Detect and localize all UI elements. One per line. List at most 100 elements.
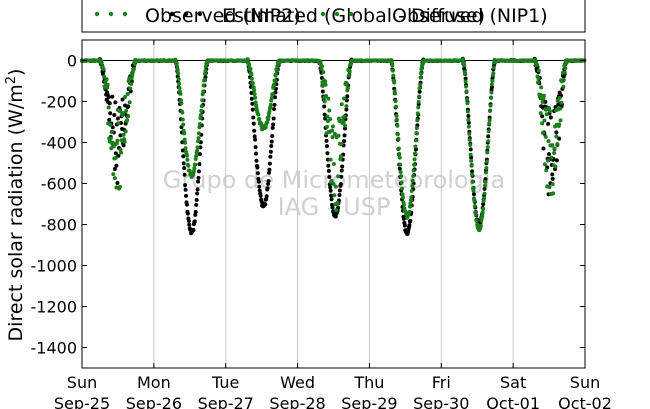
data-point [467,131,472,136]
data-point [191,169,196,174]
data-point [417,86,422,91]
data-point [536,68,541,73]
data-point [268,102,273,107]
data-point [184,202,189,207]
legend-marker [94,11,100,17]
data-point [113,155,118,160]
data-point [249,91,254,96]
data-point [462,63,467,68]
data-point [251,115,256,120]
data-point [546,121,551,126]
data-point [191,227,196,232]
data-point [245,57,250,62]
data-point [327,108,332,113]
data-point [125,91,130,96]
data-point [345,85,350,90]
data-points [80,56,587,236]
data-point [175,68,180,73]
data-point [337,193,342,198]
data-point [181,161,186,166]
data-point [330,205,335,210]
data-point [323,79,328,84]
data-point [470,172,475,177]
data-point [417,94,422,99]
data-point [125,118,130,123]
data-point [346,73,351,78]
data-point [121,111,126,116]
y-tick-label: 0 [67,52,77,71]
data-point [338,157,343,162]
y-tick-label: -800 [41,216,77,235]
data-point [401,216,406,221]
x-tick-label: Fri [432,373,451,392]
data-point [328,117,333,122]
data-point [550,172,555,177]
data-point [270,125,275,130]
data-point [408,218,413,223]
data-point [272,107,277,112]
data-point [118,133,123,138]
data-point [111,172,116,177]
data-point [252,92,257,97]
data-point [197,125,202,130]
data-point [344,98,349,103]
data-point [463,71,468,76]
data-point [484,166,489,171]
data-point [481,207,486,212]
data-point [194,202,199,207]
data-point [331,161,336,166]
data-point [546,158,551,163]
data-point [268,154,273,159]
data-point [199,108,204,113]
data-point [466,124,471,129]
data-point [107,117,112,122]
data-point [339,168,344,173]
data-point [319,64,324,69]
data-point [255,165,260,170]
data-point [393,99,398,104]
data-point [481,199,486,204]
data-point [266,170,271,175]
data-point [482,191,487,196]
data-point [181,122,186,127]
data-point [182,172,187,177]
data-point [257,116,262,121]
data-point [553,164,558,169]
data-point [183,187,188,192]
data-point [541,93,546,98]
data-point [419,71,424,76]
data-point [535,62,540,67]
data-point [464,84,469,89]
y-tick-label: -1000 [31,257,78,276]
legend-marker [183,11,189,17]
data-point [267,167,272,172]
data-point [185,211,190,216]
data-point [418,75,423,80]
x-tick-label: Wed [280,373,315,392]
data-point [270,92,275,97]
data-point [118,147,123,152]
data-point [550,182,555,187]
data-point [99,60,104,65]
data-point [559,100,564,105]
data-point [130,73,135,78]
legend-box [81,0,586,33]
data-point [112,113,117,118]
data-point [490,78,495,83]
data-point [414,131,419,136]
data-point [263,125,268,130]
data-point [109,130,114,135]
data-point [550,143,555,148]
data-point [542,162,547,167]
data-point [465,97,470,102]
data-point [401,202,406,207]
data-point [122,139,127,144]
data-point [177,85,182,90]
data-point [253,95,258,100]
data-point [116,121,121,126]
data-point [273,72,278,77]
data-point [113,151,118,156]
data-point [322,99,327,104]
data-point [416,99,421,104]
data-point [250,107,255,112]
